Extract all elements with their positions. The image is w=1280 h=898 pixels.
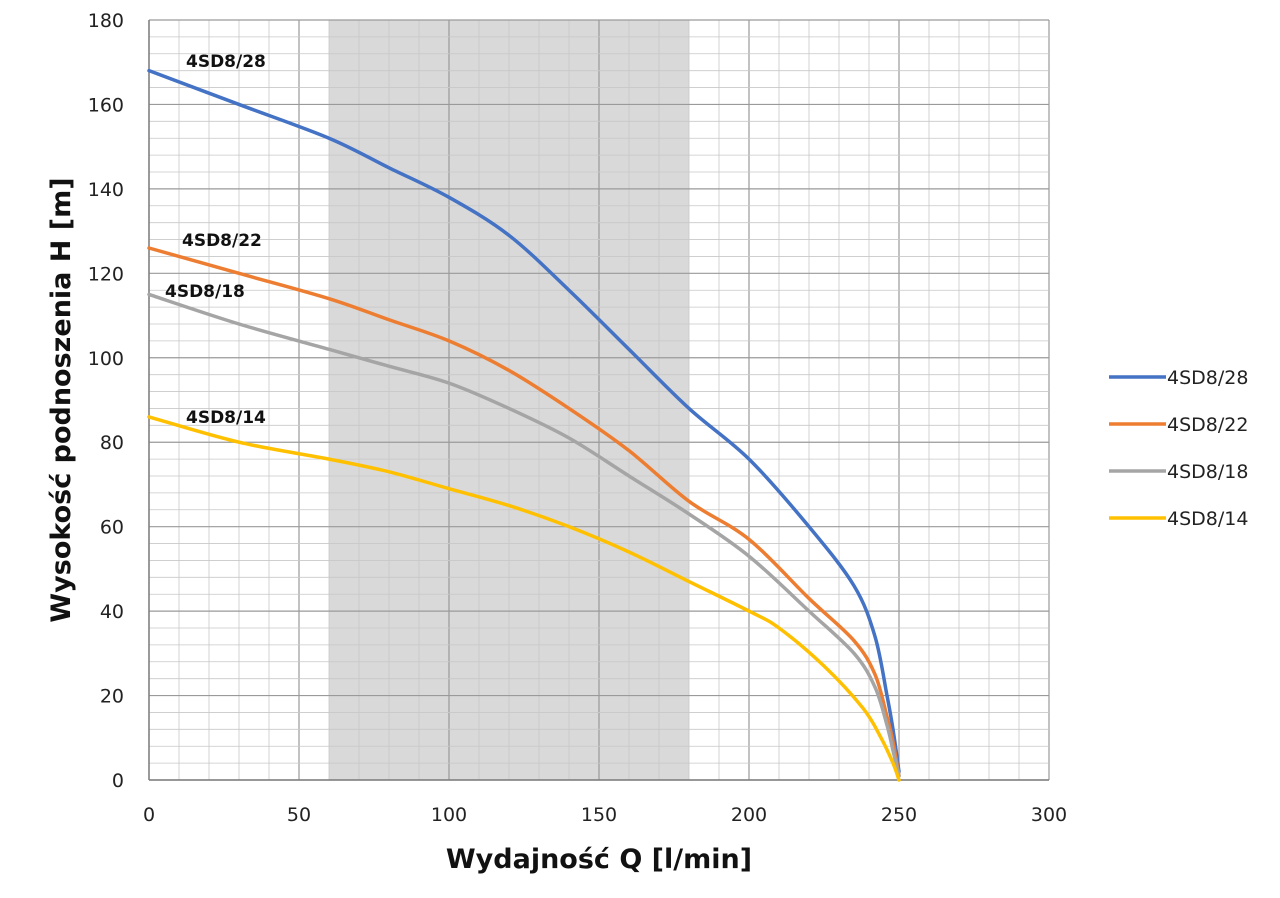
y-axis-title: Wysokość podnoszenia H [m] [46,177,77,622]
y-tick-label: 180 [88,10,124,32]
y-tick-label: 120 [88,263,124,285]
y-tick-label: 100 [88,348,124,370]
curve-label: 4SD8/22 [182,231,262,251]
x-tick-label: 0 [143,804,155,826]
x-tick-label: 100 [431,804,467,826]
y-tick-label: 80 [100,432,124,454]
x-axis-title: Wydajność Q [l/min] [446,844,752,875]
legend-label: 4SD8/28 [1167,367,1248,389]
series-line-4sd8-18 [147,292,901,778]
y-tick-label: 140 [88,179,124,201]
y-tick-label: 160 [88,94,124,116]
legend-label: 4SD8/14 [1167,508,1248,530]
x-tick-label: 50 [287,804,311,826]
curve-label: 4SD8/28 [186,52,266,72]
x-tick-label: 250 [881,804,917,826]
y-tick-label: 0 [112,770,124,792]
x-axis-ticks: 0 50 100 150 200 250 300 [143,804,1067,826]
legend: 4SD8/28 4SD8/22 4SD8/18 4SD8/14 [1109,367,1248,530]
x-tick-label: 300 [1031,804,1067,826]
series-lines [147,68,901,782]
series-line-4sd8-28 [147,68,901,774]
y-axis-ticks: 0 20 40 60 80 100 120 140 160 180 [88,10,124,792]
legend-label: 4SD8/22 [1167,414,1248,436]
legend-label: 4SD8/18 [1167,461,1248,483]
curve-label: 4SD8/18 [165,282,245,302]
series-line-4sd8-22 [147,246,901,778]
x-tick-label: 200 [731,804,767,826]
y-tick-label: 40 [100,601,124,623]
y-tick-label: 20 [100,686,124,708]
series-line-4sd8-14 [147,415,901,782]
curve-labels: 4SD8/28 4SD8/22 4SD8/18 4SD8/14 [165,52,266,428]
curve-label: 4SD8/14 [186,408,266,428]
y-tick-label: 60 [100,517,124,539]
x-tick-label: 150 [581,804,617,826]
